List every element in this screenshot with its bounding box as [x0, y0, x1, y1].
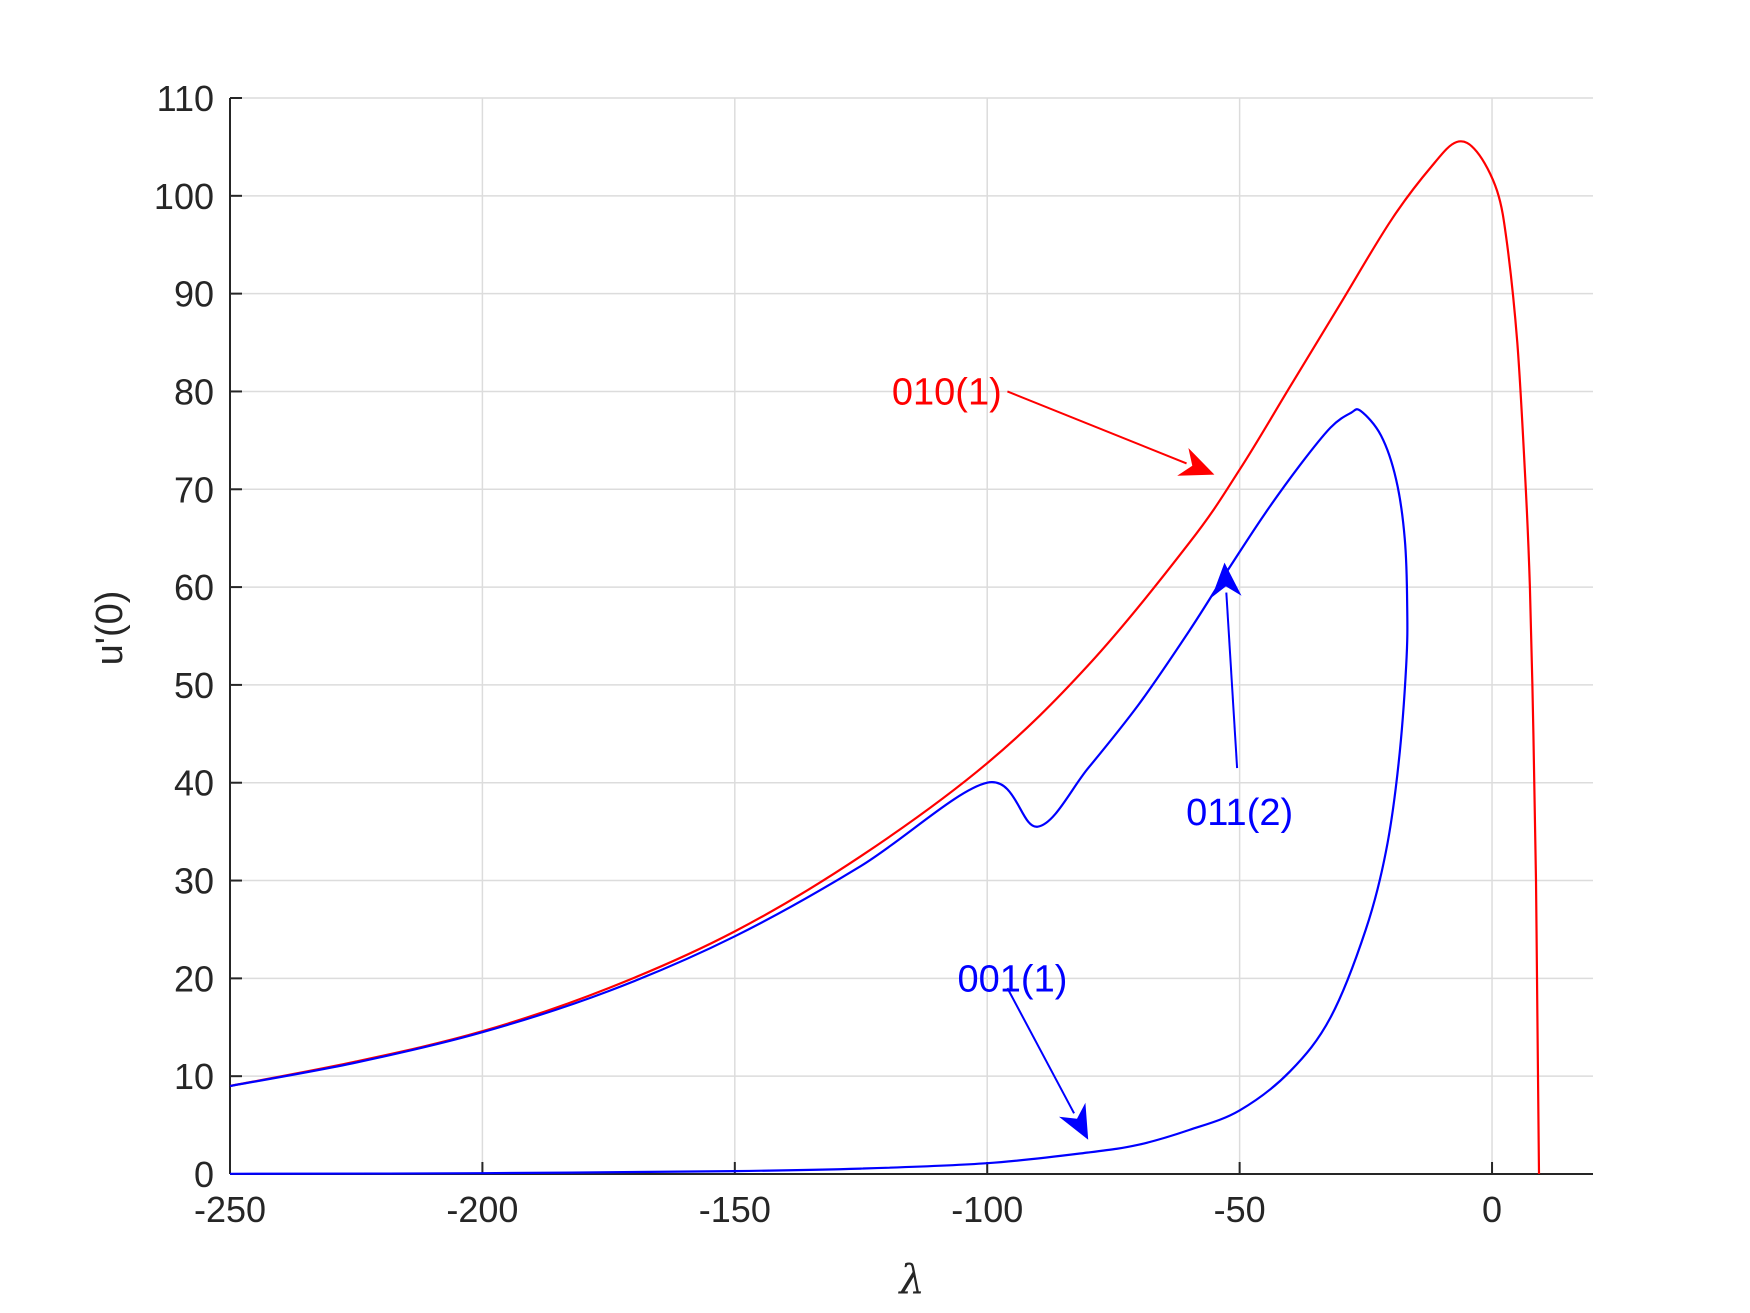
x-tick-label: -200: [446, 1189, 518, 1230]
y-tick-label: 110: [157, 78, 214, 119]
annotation-arrow-shaft: [1006, 987, 1075, 1114]
x-tick-label: -50: [1214, 1189, 1266, 1230]
x-tick-label: -100: [951, 1189, 1023, 1230]
annotation-arrow-head: [1059, 1102, 1089, 1140]
y-tick-label: 70: [174, 469, 214, 510]
series-line-1: [229, 140, 1541, 1175]
annotation-label: 001(1): [958, 958, 1068, 1000]
y-tick-label: 10: [174, 1056, 214, 1097]
y-tick-label: 30: [174, 861, 214, 902]
annotation-arrow-shaft: [1225, 592, 1239, 769]
annotation-label: 011(2): [1186, 792, 1293, 834]
y-tick-label: 20: [174, 958, 214, 999]
annotation-label: 010(1): [892, 371, 1002, 413]
y-tick-label: 0: [194, 1154, 214, 1195]
y-tick-label: 50: [174, 665, 214, 706]
x-tick-label: -250: [194, 1189, 266, 1230]
x-tick-label: 0: [1482, 1189, 1502, 1230]
y-axis-label: u'(0): [89, 591, 131, 666]
series-line-2: [229, 408, 1409, 1175]
series-layer: [229, 140, 1541, 1175]
x-tick-label: -150: [699, 1189, 771, 1230]
annotation-arrow-shaft: [1007, 390, 1187, 465]
grid-lines: [229, 97, 1593, 1175]
annotations: 010(1) 011(2) 001(1): [892, 371, 1293, 1140]
tick-labels: -250 -200 -150 -100 -50 0 0 10 20 30 40 50 60 70 80 90 1…: [154, 78, 1502, 1230]
axes: [229, 97, 1593, 1175]
y-tick-label: 90: [174, 274, 214, 315]
y-tick-label: 40: [174, 763, 214, 804]
y-tick-label: 80: [174, 371, 214, 412]
y-tick-label: 60: [174, 567, 214, 608]
x-axis-label: λ: [897, 1257, 924, 1303]
y-tick-label: 100: [154, 176, 214, 217]
annotation-arrow-head: [1211, 562, 1242, 598]
annotation-arrow-head: [1177, 448, 1215, 476]
